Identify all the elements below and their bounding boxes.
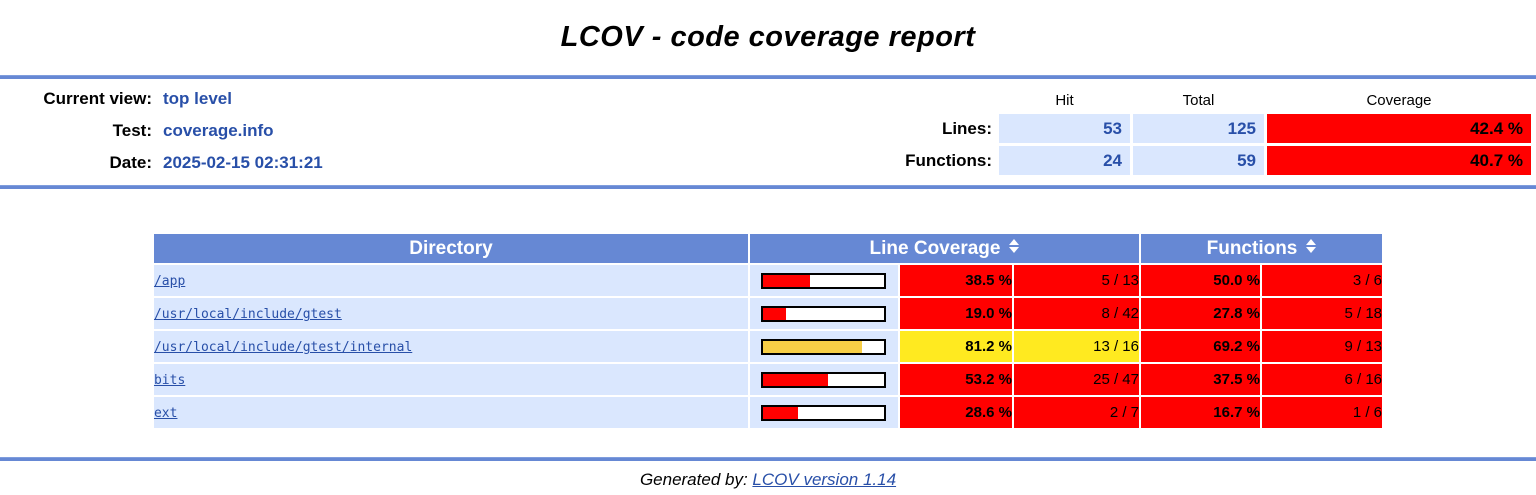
line-ratio-cell: 8 / 42	[1013, 298, 1139, 329]
stats-header-row: Hit Total Coverage	[897, 89, 1531, 111]
stats-row-label: Lines:	[897, 114, 996, 143]
header-field-value: 2025-02-15 02:31:21	[163, 153, 323, 172]
coverage-bar-fill	[763, 373, 828, 386]
directory-link[interactable]: ext	[153, 406, 178, 421]
directory-link[interactable]: bits	[153, 373, 186, 388]
coverage-bar-cell	[749, 364, 898, 395]
line-ratio-cell: 5 / 13	[1013, 265, 1139, 296]
sort-functions-icon[interactable]	[1306, 239, 1317, 254]
header-field-label: Current view:	[43, 89, 152, 108]
stats-total-value: 125	[1133, 114, 1264, 143]
footer: Generated by: LCOV version 1.14	[0, 461, 1536, 490]
header-field-value: coverage.info	[163, 121, 274, 140]
coverage-bar-cell	[749, 265, 898, 296]
line-percent-cell: 38.5 %	[899, 265, 1012, 296]
line-coverage-label: Line Coverage	[869, 237, 1001, 259]
stats-hit-value: 53	[999, 114, 1130, 143]
line-ratio-cell: 13 / 16	[1013, 331, 1139, 362]
directory-link[interactable]: /app	[153, 274, 186, 289]
coverage-bar	[761, 371, 887, 388]
summary-stats-table: Hit Total Coverage Lines: 53 125 42.4 % …	[894, 86, 1534, 178]
column-header-functions: Functions	[1141, 234, 1382, 263]
directory-row: /app 38.5 % 5 / 13 50.0 % 3 / 6	[153, 265, 1382, 296]
directory-row: ext 28.6 % 2 / 7 16.7 % 1 / 6	[153, 397, 1382, 428]
stats-coverage-value: 40.7 %	[1267, 146, 1531, 175]
directory-row: /usr/local/include/gtest/internal 81.2 %…	[153, 331, 1382, 362]
header-field-value: top level	[163, 89, 232, 108]
stats-row: Lines: 53 125 42.4 %	[897, 114, 1531, 143]
stats-col-coverage: Coverage	[1366, 91, 1432, 109]
directory-cell: /usr/local/include/gtest	[153, 298, 748, 329]
coverage-bar	[761, 305, 887, 322]
column-header-directory: Directory	[153, 234, 748, 263]
function-ratio-cell: 6 / 16	[1262, 364, 1382, 395]
directory-cell: /usr/local/include/gtest/internal	[153, 331, 748, 362]
stats-row: Functions: 24 59 40.7 %	[897, 146, 1531, 175]
function-ratio-cell: 3 / 6	[1262, 265, 1382, 296]
stats-hit-value: 24	[999, 146, 1130, 175]
stats-corner	[897, 89, 996, 111]
sort-line-coverage-icon[interactable]	[1009, 239, 1020, 254]
coverage-bar-fill	[763, 406, 799, 419]
functions-label: Functions	[1206, 237, 1298, 259]
directory-row: bits 53.2 % 25 / 47 37.5 % 6 / 16	[153, 364, 1382, 395]
coverage-bar-cell	[749, 331, 898, 362]
directory-coverage-table: Directory Line Coverage Functions /app 3…	[152, 232, 1384, 430]
stats-col-total: Total	[1182, 91, 1215, 109]
directory-cell: bits	[153, 364, 748, 395]
coverage-bar-cell	[749, 397, 898, 428]
function-ratio-cell: 1 / 6	[1262, 397, 1382, 428]
coverage-bar	[761, 338, 887, 355]
directory-link[interactable]: /usr/local/include/gtest/internal	[153, 340, 413, 355]
directory-cell: ext	[153, 397, 748, 428]
stats-coverage-value: 42.4 %	[1267, 114, 1531, 143]
function-ratio-cell: 9 / 13	[1262, 331, 1382, 362]
coverage-bar-fill	[763, 274, 811, 287]
function-percent-cell: 16.7 %	[1141, 397, 1260, 428]
line-percent-cell: 19.0 %	[899, 298, 1012, 329]
header-fields: Current view: top level Test: coverage.i…	[0, 86, 323, 173]
page-title: LCOV - code coverage report	[560, 21, 976, 53]
coverage-bar	[761, 404, 887, 421]
bottom-ruler	[0, 457, 1536, 461]
header-field-label: Date:	[109, 153, 152, 172]
line-ratio-cell: 25 / 47	[1013, 364, 1139, 395]
function-percent-cell: 50.0 %	[1141, 265, 1260, 296]
directory-row: /usr/local/include/gtest 19.0 % 8 / 42 2…	[153, 298, 1382, 329]
coverage-table-header-row: Directory Line Coverage Functions	[153, 234, 1382, 263]
coverage-bar-cell	[749, 298, 898, 329]
column-header-line-coverage: Line Coverage	[749, 234, 1139, 263]
line-percent-cell: 81.2 %	[899, 331, 1012, 362]
function-percent-cell: 69.2 %	[1141, 331, 1260, 362]
coverage-bar	[761, 272, 887, 289]
directory-cell: /app	[153, 265, 748, 296]
title-bar: LCOV - code coverage report	[0, 0, 1536, 75]
coverage-bar-fill	[763, 307, 787, 320]
mid-ruler	[0, 185, 1536, 189]
stats-total-value: 59	[1133, 146, 1264, 175]
line-percent-cell: 53.2 %	[899, 364, 1012, 395]
lcov-version-link[interactable]: LCOV version 1.14	[752, 470, 897, 489]
function-ratio-cell: 5 / 18	[1262, 298, 1382, 329]
top-ruler	[0, 75, 1536, 79]
stats-row-label: Functions:	[897, 146, 996, 175]
line-ratio-cell: 2 / 7	[1013, 397, 1139, 428]
header-field-label: Test:	[112, 121, 152, 140]
summary-header: Current view: top level Test: coverage.i…	[0, 79, 1536, 185]
directory-link[interactable]: /usr/local/include/gtest	[153, 307, 342, 322]
function-percent-cell: 27.8 %	[1141, 298, 1260, 329]
coverage-bar-fill	[763, 340, 862, 353]
stats-col-hit: Hit	[1055, 91, 1074, 109]
line-percent-cell: 28.6 %	[899, 397, 1012, 428]
function-percent-cell: 37.5 %	[1141, 364, 1260, 395]
generated-by-label: Generated by:	[639, 470, 748, 489]
